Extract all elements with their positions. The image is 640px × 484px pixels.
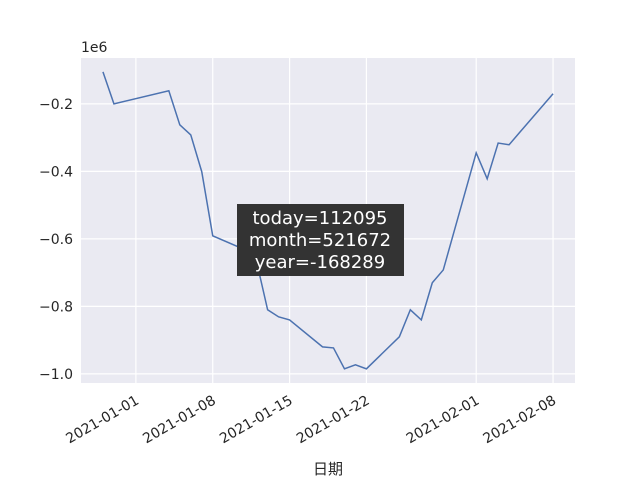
x-tick-label: 2021-01-01 [63, 393, 141, 448]
data-line [102, 71, 554, 370]
x-tick-label: 2021-01-08 [140, 393, 218, 448]
y-tick-label: −0.8 [39, 299, 73, 315]
y-tick-label: −0.4 [39, 164, 73, 180]
annotation-text: year=-168289 [255, 252, 385, 273]
offset-label: 1e6 [81, 40, 108, 56]
x-tick-label: 2021-02-08 [481, 393, 559, 448]
x-tick-label: 2021-02-01 [404, 393, 482, 448]
annotation-box [237, 204, 404, 276]
x-tick-label: 2021-01-15 [217, 393, 295, 448]
x-tick-label: 2021-01-22 [294, 393, 372, 448]
annotation-text: today=112095 [253, 208, 388, 229]
y-tick-label: −1.0 [39, 367, 73, 383]
y-tick-label: −0.6 [39, 232, 73, 248]
annotation-text: month=521672 [249, 230, 391, 251]
x-axis-label: 日期 [313, 460, 343, 478]
y-tick-label: −0.2 [39, 97, 73, 113]
